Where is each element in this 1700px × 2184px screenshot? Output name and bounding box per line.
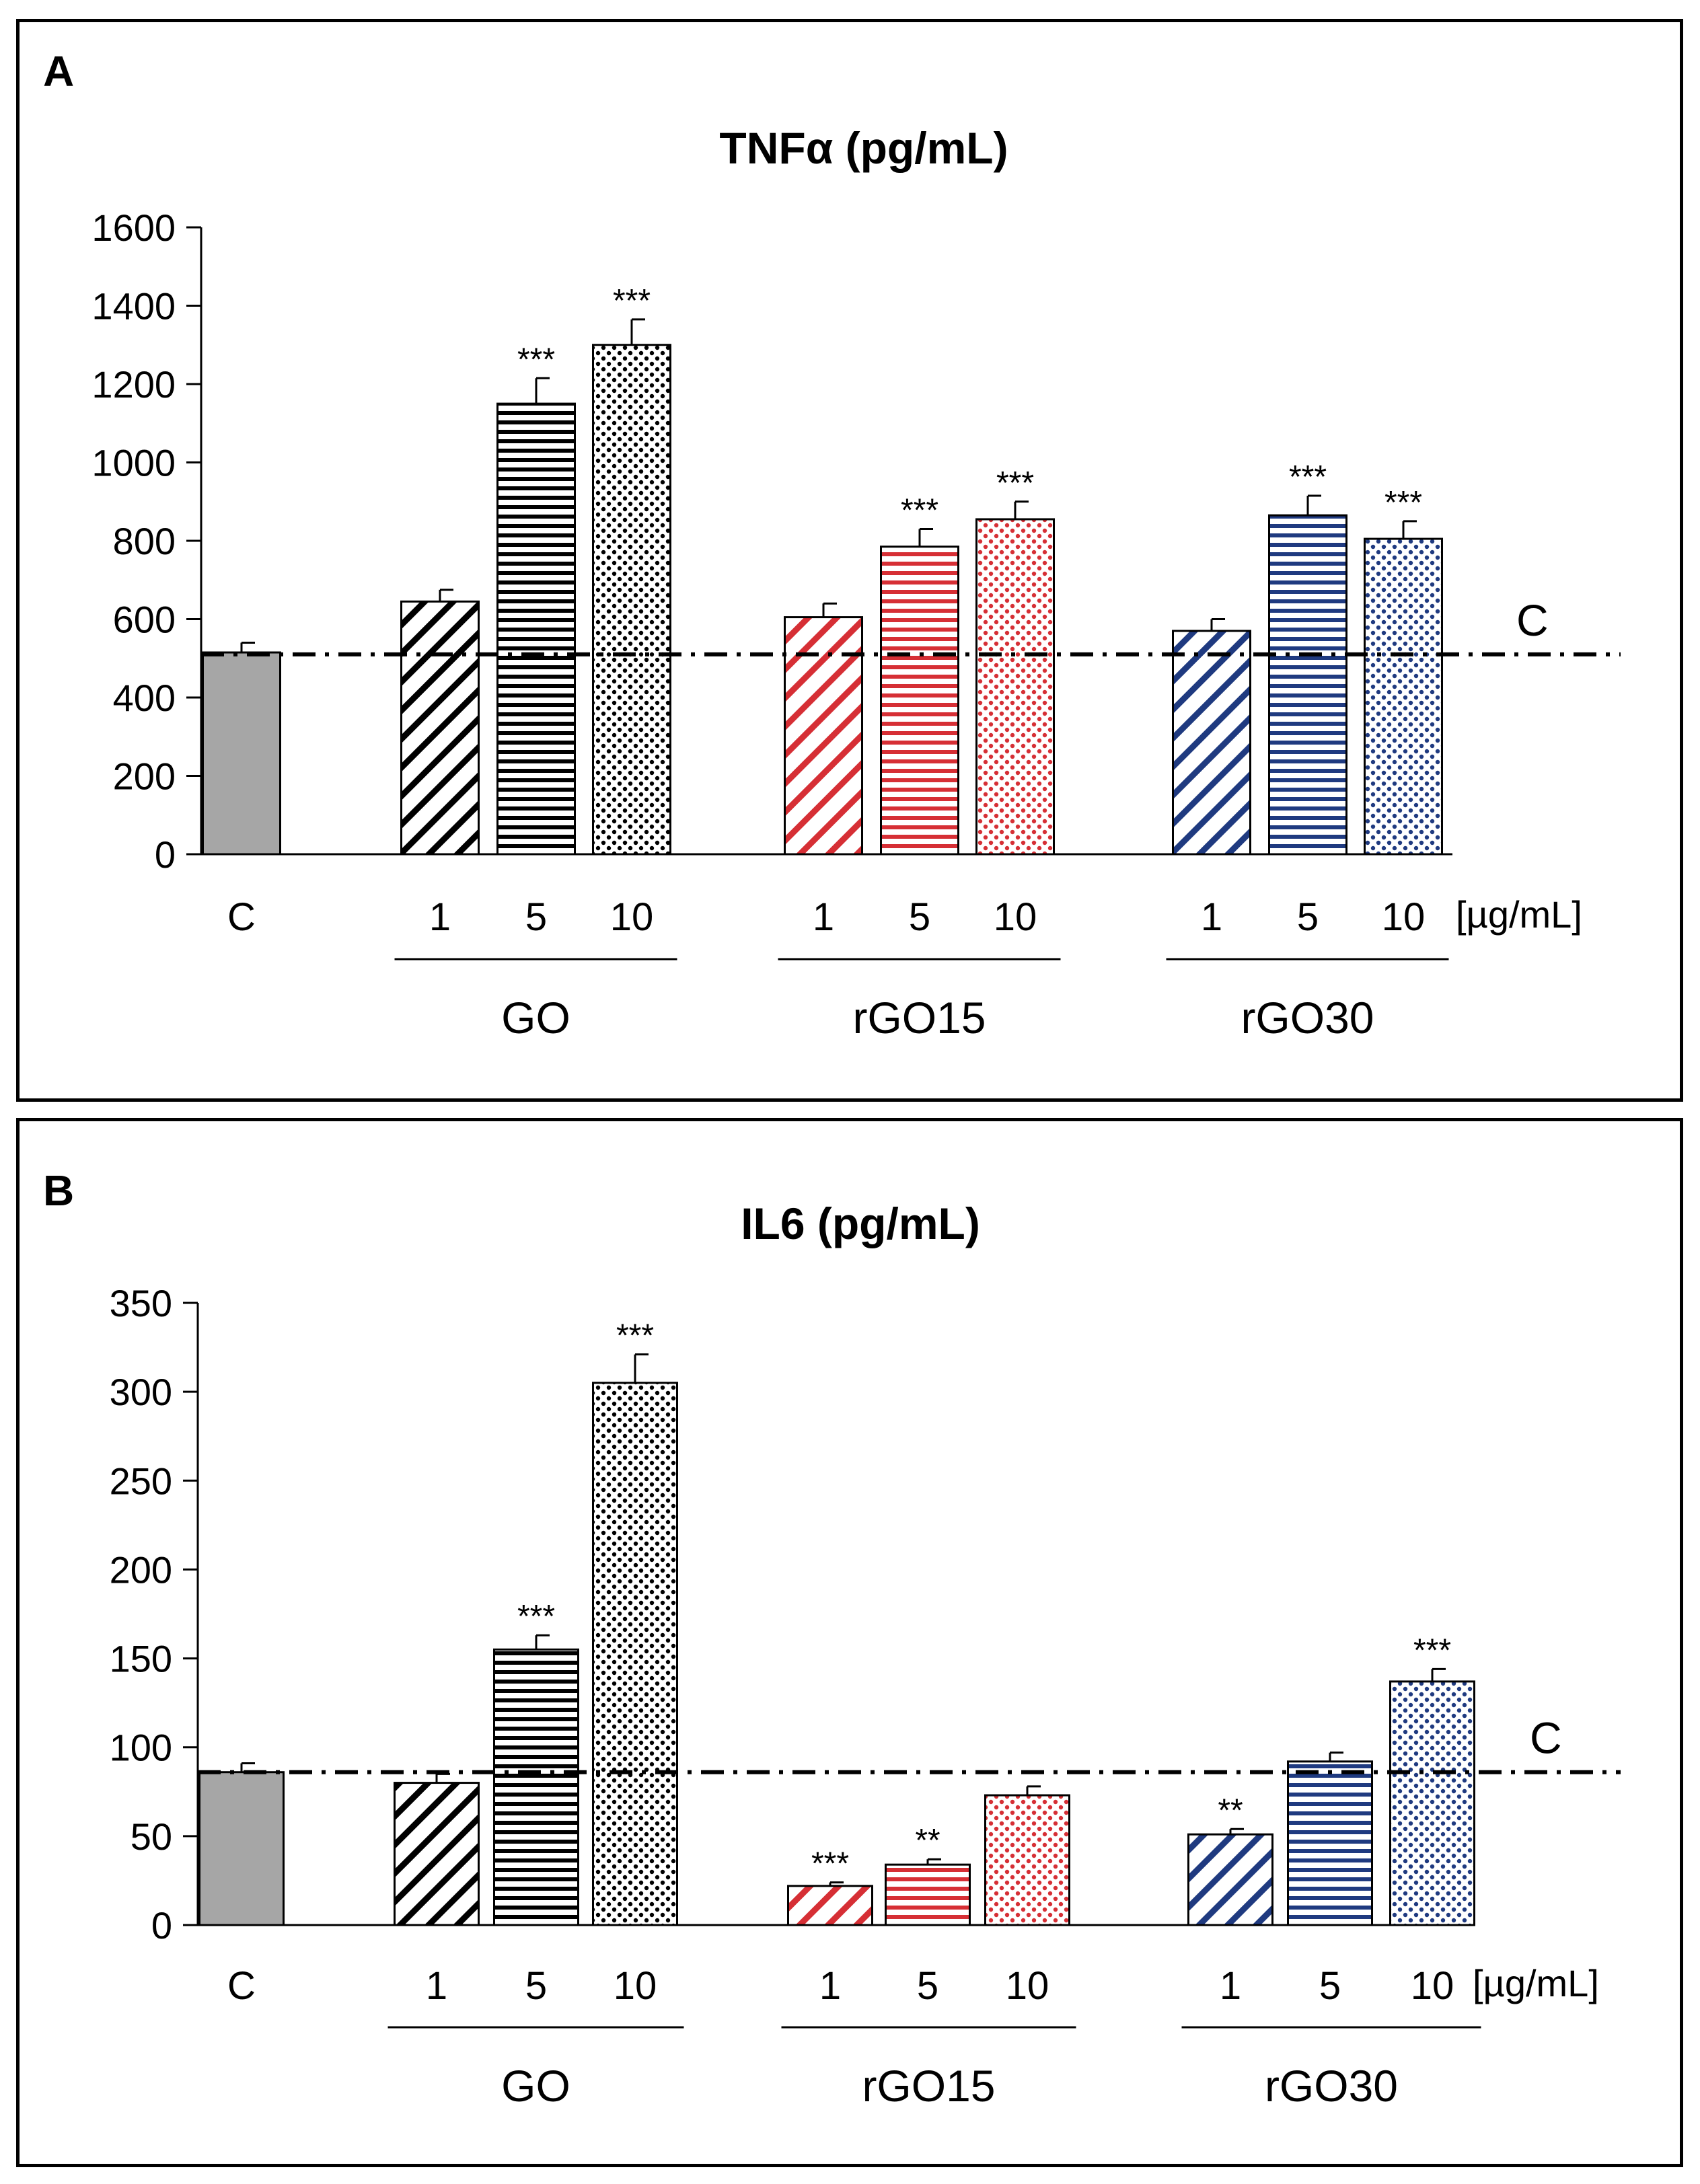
bar [984, 1794, 1070, 1926]
bar [1364, 537, 1443, 856]
chart-title: TNFα (pg/mL) [719, 123, 1008, 173]
chart-title: IL6 (pg/mL) [741, 1199, 980, 1248]
category-label: 5 [525, 1964, 547, 2008]
y-tick-label: 250 [110, 1460, 172, 1502]
category-label: 1 [429, 895, 451, 939]
category-label: 10 [994, 895, 1037, 939]
bar [496, 402, 576, 856]
category-label: 5 [917, 1964, 938, 2008]
significance-label: *** [616, 1318, 654, 1354]
category-label: 1 [1201, 895, 1222, 939]
y-tick-label: 100 [110, 1727, 172, 1769]
bar [787, 1885, 873, 1926]
significance-label: ** [915, 1823, 940, 1858]
chart-a: A TNFα (pg/mL) 0 200 400 600 800 1000 1200 1400 16… [43, 47, 1621, 1043]
significance-label: *** [1289, 459, 1327, 495]
y-tick-label: 1600 [91, 206, 176, 249]
y-tick-label: 0 [155, 833, 176, 876]
group-label: rGO15 [862, 2061, 995, 2111]
bar [592, 344, 671, 856]
category-label: 1 [819, 1964, 841, 2008]
bar [400, 600, 480, 856]
bar [1389, 1680, 1475, 1926]
significance-label: *** [901, 493, 938, 529]
category-label: 10 [1006, 1964, 1049, 2008]
panel-label: B [43, 1166, 74, 1215]
bar [784, 616, 863, 856]
reference-label: C [1516, 595, 1549, 645]
panel-a: A TNFα (pg/mL) 0 200 400 600 800 1000 1200 1400 16… [16, 19, 1683, 1102]
bar [1268, 514, 1347, 856]
bar [394, 1782, 480, 1926]
panel-label: A [43, 47, 74, 96]
panel-b: B IL6 (pg/mL) 0 50 100 150 200 250 300 350 C 1 *** 5 *… [16, 1118, 1683, 2167]
group-label: rGO30 [1241, 993, 1374, 1043]
bar [198, 1771, 285, 1926]
significance-label: *** [517, 342, 555, 377]
y-tick-label: 800 [113, 520, 176, 562]
significance-label: *** [996, 465, 1034, 501]
unit-label: [µg/mL] [1473, 1962, 1599, 2004]
bar [880, 545, 959, 856]
significance-label: *** [1413, 1632, 1451, 1668]
bar [885, 1863, 971, 1926]
y-tick-label: 400 [113, 677, 176, 719]
bar [493, 1648, 579, 1926]
y-tick-label: 200 [113, 755, 176, 798]
y-tick-label: 0 [151, 1904, 172, 1947]
group-label: rGO15 [852, 993, 986, 1043]
category-label: 5 [525, 895, 547, 939]
y-tick-label: 1200 [91, 363, 176, 406]
y-tick-label: 300 [110, 1371, 172, 1413]
category-label: C [227, 1964, 256, 2008]
category-label: 10 [614, 1964, 657, 2008]
chart-b: B IL6 (pg/mL) 0 50 100 150 200 250 300 350 C 1 *** 5 *… [43, 1166, 1621, 2111]
bar [1287, 1760, 1373, 1926]
category-label: 5 [1297, 895, 1319, 939]
significance-label: *** [613, 283, 651, 319]
category-label: 1 [1220, 1964, 1241, 2008]
y-tick-label: 200 [110, 1548, 172, 1591]
category-label: 5 [1319, 1964, 1341, 2008]
unit-label: [µg/mL] [1456, 893, 1582, 936]
bar [975, 518, 1055, 856]
y-tick-label: 600 [113, 599, 176, 641]
category-label: C [227, 895, 256, 939]
bar [592, 1382, 678, 1926]
category-label: 10 [610, 895, 654, 939]
category-label: 1 [426, 1964, 447, 2008]
y-tick-label: 1000 [91, 442, 176, 484]
significance-label: *** [811, 1846, 849, 1882]
significance-label: *** [517, 1599, 555, 1634]
y-tick-label: 150 [110, 1638, 172, 1680]
bar [202, 651, 281, 856]
reference-label: C [1530, 1713, 1562, 1763]
y-tick-label: 1400 [91, 285, 176, 328]
bar [1172, 630, 1251, 856]
category-label: 5 [909, 895, 930, 939]
group-label: GO [501, 993, 570, 1043]
category-label: 1 [813, 895, 834, 939]
y-tick-label: 50 [131, 1815, 172, 1858]
y-tick-label: 350 [110, 1282, 172, 1324]
category-label: 10 [1411, 1964, 1454, 2008]
bar [1187, 1833, 1273, 1926]
significance-label: ** [1218, 1793, 1243, 1828]
group-label: GO [501, 2061, 570, 2111]
significance-label: *** [1384, 485, 1422, 521]
group-label: rGO30 [1265, 2061, 1398, 2111]
category-label: 10 [1382, 895, 1426, 939]
